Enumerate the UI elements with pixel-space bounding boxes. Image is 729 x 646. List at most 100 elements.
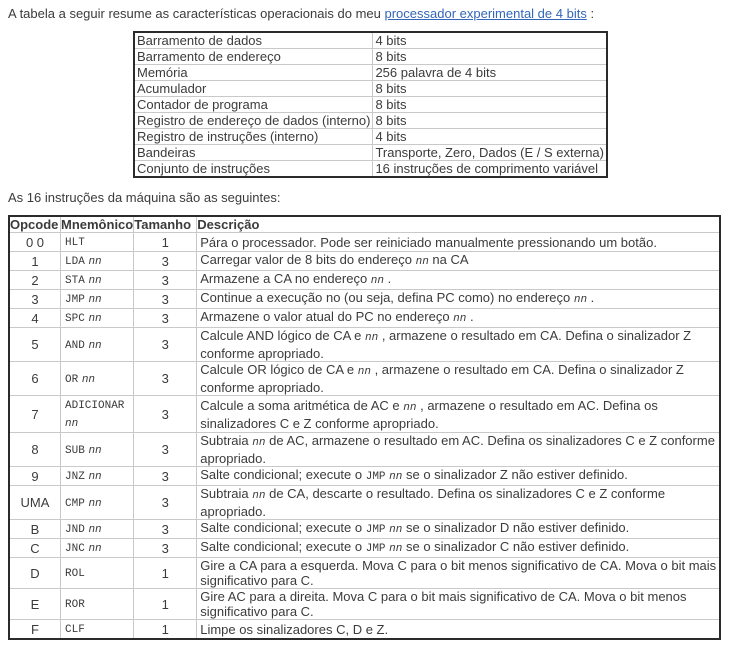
operand-placeholder: nn bbox=[403, 401, 417, 414]
description-cell: Salte condicional; execute o JMP nn se o… bbox=[196, 466, 721, 486]
opcode-cell: 9 bbox=[8, 466, 61, 486]
instruction-row: C JNC nn 3 Salte condicional; execute o JMP… bbox=[8, 538, 721, 558]
mnemonic-cell: JNC nn bbox=[59, 538, 135, 558]
operand-placeholder: nn bbox=[88, 275, 102, 287]
operand-placeholder: nn bbox=[88, 313, 102, 325]
mnemonic-cell: LDA nn bbox=[59, 251, 135, 271]
opcode-cell: F bbox=[8, 619, 61, 640]
spec-row: Memória 256 palavra de 4 bits bbox=[133, 64, 608, 81]
spec-row: Acumulador 8 bits bbox=[133, 80, 608, 97]
intro-text-prefix: A tabela a seguir resume as característi… bbox=[8, 6, 385, 21]
intro-paragraph: A tabela a seguir resume as característi… bbox=[8, 6, 721, 21]
description-cell: Gire a CA para a esquerda. Mova C para o… bbox=[196, 557, 721, 589]
operand-placeholder: nn bbox=[370, 275, 384, 287]
size-cell: 3 bbox=[133, 289, 198, 309]
instruction-row: F CLF 1 Limpe os sinalizadores C, D e Z. bbox=[8, 619, 721, 640]
instructions-intro: As 16 instruções da máquina são as segui… bbox=[8, 190, 281, 205]
spec-value-cell: 8 bits bbox=[372, 112, 608, 129]
size-cell: 1 bbox=[133, 588, 198, 620]
description-cell: Armazene o valor atual do PC no endereço… bbox=[196, 308, 721, 328]
mnemonic-cell: JMP nn bbox=[59, 289, 135, 309]
opcode-cell: 5 bbox=[8, 327, 61, 362]
mnemonic-cell: CMP nn bbox=[59, 485, 135, 520]
instruction-row: 8 SUB nn 3 Subtraia nn de AC, armazene o re… bbox=[8, 432, 721, 467]
description-cell: Salte condicional; execute o JMP nn se o… bbox=[196, 538, 721, 558]
opcode-cell: 2 bbox=[8, 270, 61, 290]
opcode-cell: 6 bbox=[8, 361, 61, 396]
opcode-cell: 7 bbox=[8, 395, 61, 433]
mnemonic-text: ROR bbox=[65, 599, 85, 611]
processor-link[interactable]: processador experimental de 4 bits bbox=[384, 6, 587, 21]
mnemonic-cell: ROR bbox=[59, 588, 135, 620]
operand-placeholder: nn bbox=[88, 339, 102, 352]
spec-row: Barramento de endereço 8 bits bbox=[133, 48, 608, 65]
instruction-row: 4 SPC nn 3 Armazene o valor atual do PC no … bbox=[8, 308, 721, 328]
mnemonic-cell: JNZ nn bbox=[59, 466, 135, 486]
mnemonic-text: JNC bbox=[65, 543, 85, 555]
header-description: Descrição bbox=[196, 215, 721, 233]
header-size: Tamanho bbox=[133, 215, 198, 233]
spec-label-cell: Barramento de dados bbox=[133, 31, 374, 49]
spec-label-cell: Contador de programa bbox=[133, 96, 374, 113]
size-cell: 3 bbox=[133, 432, 198, 467]
intro-text-suffix: : bbox=[586, 6, 595, 21]
instruction-row: B JND nn 3 Salte condicional; execute o JMP… bbox=[8, 519, 721, 539]
description-cell: Salte condicional; execute o JMP nn se o… bbox=[196, 519, 721, 539]
description-cell: Pára o processador. Pode ser reiniciado … bbox=[196, 232, 721, 252]
operand-placeholder: nn bbox=[389, 543, 403, 555]
mnemonic-text: LDA bbox=[65, 256, 85, 268]
instruction-row: UMA CMP nn 3 Subtraia nn de CA, descarte o … bbox=[8, 485, 721, 520]
operand-placeholder: nn bbox=[81, 373, 96, 386]
mnemonic-cell: STA nn bbox=[59, 270, 135, 290]
spec-label-cell: Acumulador bbox=[133, 80, 374, 97]
opcode-cell: UMA bbox=[8, 485, 61, 520]
spec-value-cell: 4 bits bbox=[372, 31, 608, 49]
spec-value-cell: 256 palavra de 4 bits bbox=[372, 64, 608, 81]
mnemonic-text: ADICIONAR bbox=[65, 400, 125, 412]
mnemonic-cell: SPC nn bbox=[59, 308, 135, 328]
instructions-table-body: 0 0 HLT 1 Pára o processador. Pode ser rein… bbox=[8, 232, 721, 640]
operand-placeholder: nn bbox=[365, 332, 379, 344]
operand-placeholder: nn bbox=[88, 294, 102, 306]
operand-placeholder: nn bbox=[88, 543, 102, 555]
mnemonic-text: HLT bbox=[65, 237, 85, 249]
spec-value-cell: 8 bits bbox=[372, 96, 608, 113]
mnemonic-cell: CLF bbox=[59, 619, 135, 640]
size-cell: 3 bbox=[133, 538, 198, 558]
description-cell: Armazene a CA no endereço nn . bbox=[196, 270, 721, 290]
mnemonic-text: STA bbox=[65, 275, 85, 287]
spec-label-cell: Barramento de endereço bbox=[133, 48, 374, 65]
inline-opcode: JMP bbox=[365, 471, 386, 483]
instruction-row: 7 ADICIONAR nn 3 Calcule a soma aritmética … bbox=[8, 395, 721, 433]
mnemonic-text: CMP bbox=[65, 497, 85, 510]
instruction-row: 5 AND nn 3 Calcule AND lógico de CA e nn , … bbox=[8, 327, 721, 362]
operand-placeholder: nn bbox=[88, 471, 102, 483]
instruction-row: 1 LDA nn 3 Carregar valor de 8 bits do ende… bbox=[8, 251, 721, 271]
size-cell: 1 bbox=[133, 232, 198, 252]
header-opcode: Opcode bbox=[8, 215, 61, 233]
instructions-header-row: Opcode Mnemônico Tamanho Descrição bbox=[8, 215, 721, 233]
header-mnemonic: Mnemônico bbox=[59, 215, 135, 233]
spec-label-cell: Memória bbox=[133, 64, 374, 81]
description-cell: Limpe os sinalizadores C, D e Z. bbox=[196, 619, 721, 640]
spec-row: Barramento de dados 4 bits bbox=[133, 31, 608, 49]
instruction-row: 6 OR nn 3 Calcule OR lógico de CA e nn , ar… bbox=[8, 361, 721, 396]
mnemonic-text: AND bbox=[65, 339, 85, 352]
mnemonic-text: OR bbox=[65, 373, 79, 386]
mnemonic-text: JND bbox=[65, 524, 85, 536]
mnemonic-text: JMP bbox=[65, 294, 85, 306]
instruction-row: 3 JMP nn 3 Continue a execução no (ou seja,… bbox=[8, 289, 721, 309]
mnemonic-text: JNZ bbox=[65, 471, 85, 483]
description-cell: Gire AC para a direita. Mova C para o bi… bbox=[196, 588, 721, 620]
description-cell: Calcule a soma aritmética de AC e nn , a… bbox=[196, 395, 721, 433]
specs-table: Barramento de dados 4 bits Barramento de e… bbox=[133, 31, 608, 178]
size-cell: 3 bbox=[133, 270, 198, 290]
mnemonic-cell: SUB nn bbox=[59, 432, 135, 467]
spec-label-cell: Registro de instruções (interno) bbox=[133, 128, 374, 145]
operand-placeholder: nn bbox=[88, 524, 102, 536]
mnemonic-text: ROL bbox=[65, 568, 85, 580]
operand-placeholder: nn bbox=[415, 256, 429, 268]
size-cell: 1 bbox=[133, 619, 198, 640]
spec-value-cell: 8 bits bbox=[372, 48, 608, 65]
opcode-cell: D bbox=[8, 557, 61, 589]
